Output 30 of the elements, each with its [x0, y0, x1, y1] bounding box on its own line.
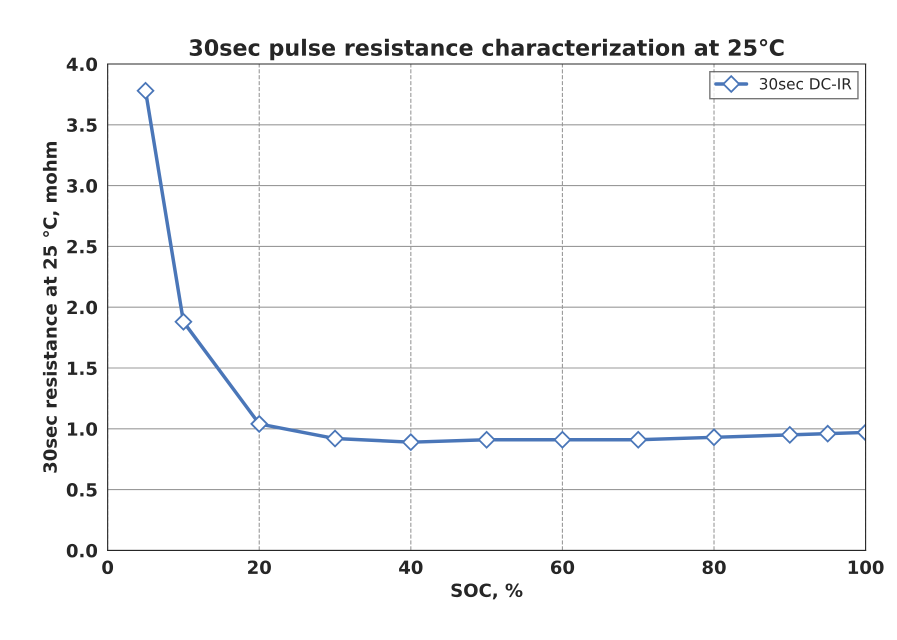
- y-tick-label: 0.0: [66, 544, 98, 558]
- y-tick-label: 1.0: [68, 422, 98, 436]
- x-tick-label: 80: [702, 560, 726, 574]
- x-tick-label: 40: [399, 560, 423, 574]
- y-tick-label: 0.5: [66, 483, 97, 497]
- chart-title: 30sec pulse resistance characterization at 25℃: [190, 38, 784, 60]
- point: [781, 426, 799, 444]
- x-tick-label: 100: [848, 560, 884, 574]
- point: [818, 424, 836, 442]
- point: [326, 430, 344, 448]
- x-tick-label: 20: [248, 560, 271, 574]
- x-tick-label: 0: [102, 560, 114, 574]
- y-tick-label: 3.5: [67, 118, 97, 132]
- legend-label: 30sec DC-IR: [760, 78, 852, 90]
- point: [250, 415, 268, 433]
- y-tick-label: 4.0: [66, 57, 98, 72]
- point: [402, 433, 420, 451]
- x-tick-label: 60: [550, 560, 574, 574]
- point: [629, 430, 647, 449]
- point: [478, 430, 496, 449]
- point: [136, 82, 154, 100]
- x-axis-title: SOC, %: [451, 583, 522, 600]
- y-tick-label: 3.0: [67, 179, 98, 193]
- y-tick-label: 1.5: [68, 362, 97, 376]
- point: [554, 430, 572, 449]
- y-tick-label: 2.5: [67, 240, 97, 254]
- y-tick-label: 2.0: [67, 300, 98, 314]
- point: [174, 313, 192, 331]
- point: [705, 428, 723, 446]
- y-axis-title: 30sec resistance at 25 ℃, mohm: [42, 142, 60, 473]
